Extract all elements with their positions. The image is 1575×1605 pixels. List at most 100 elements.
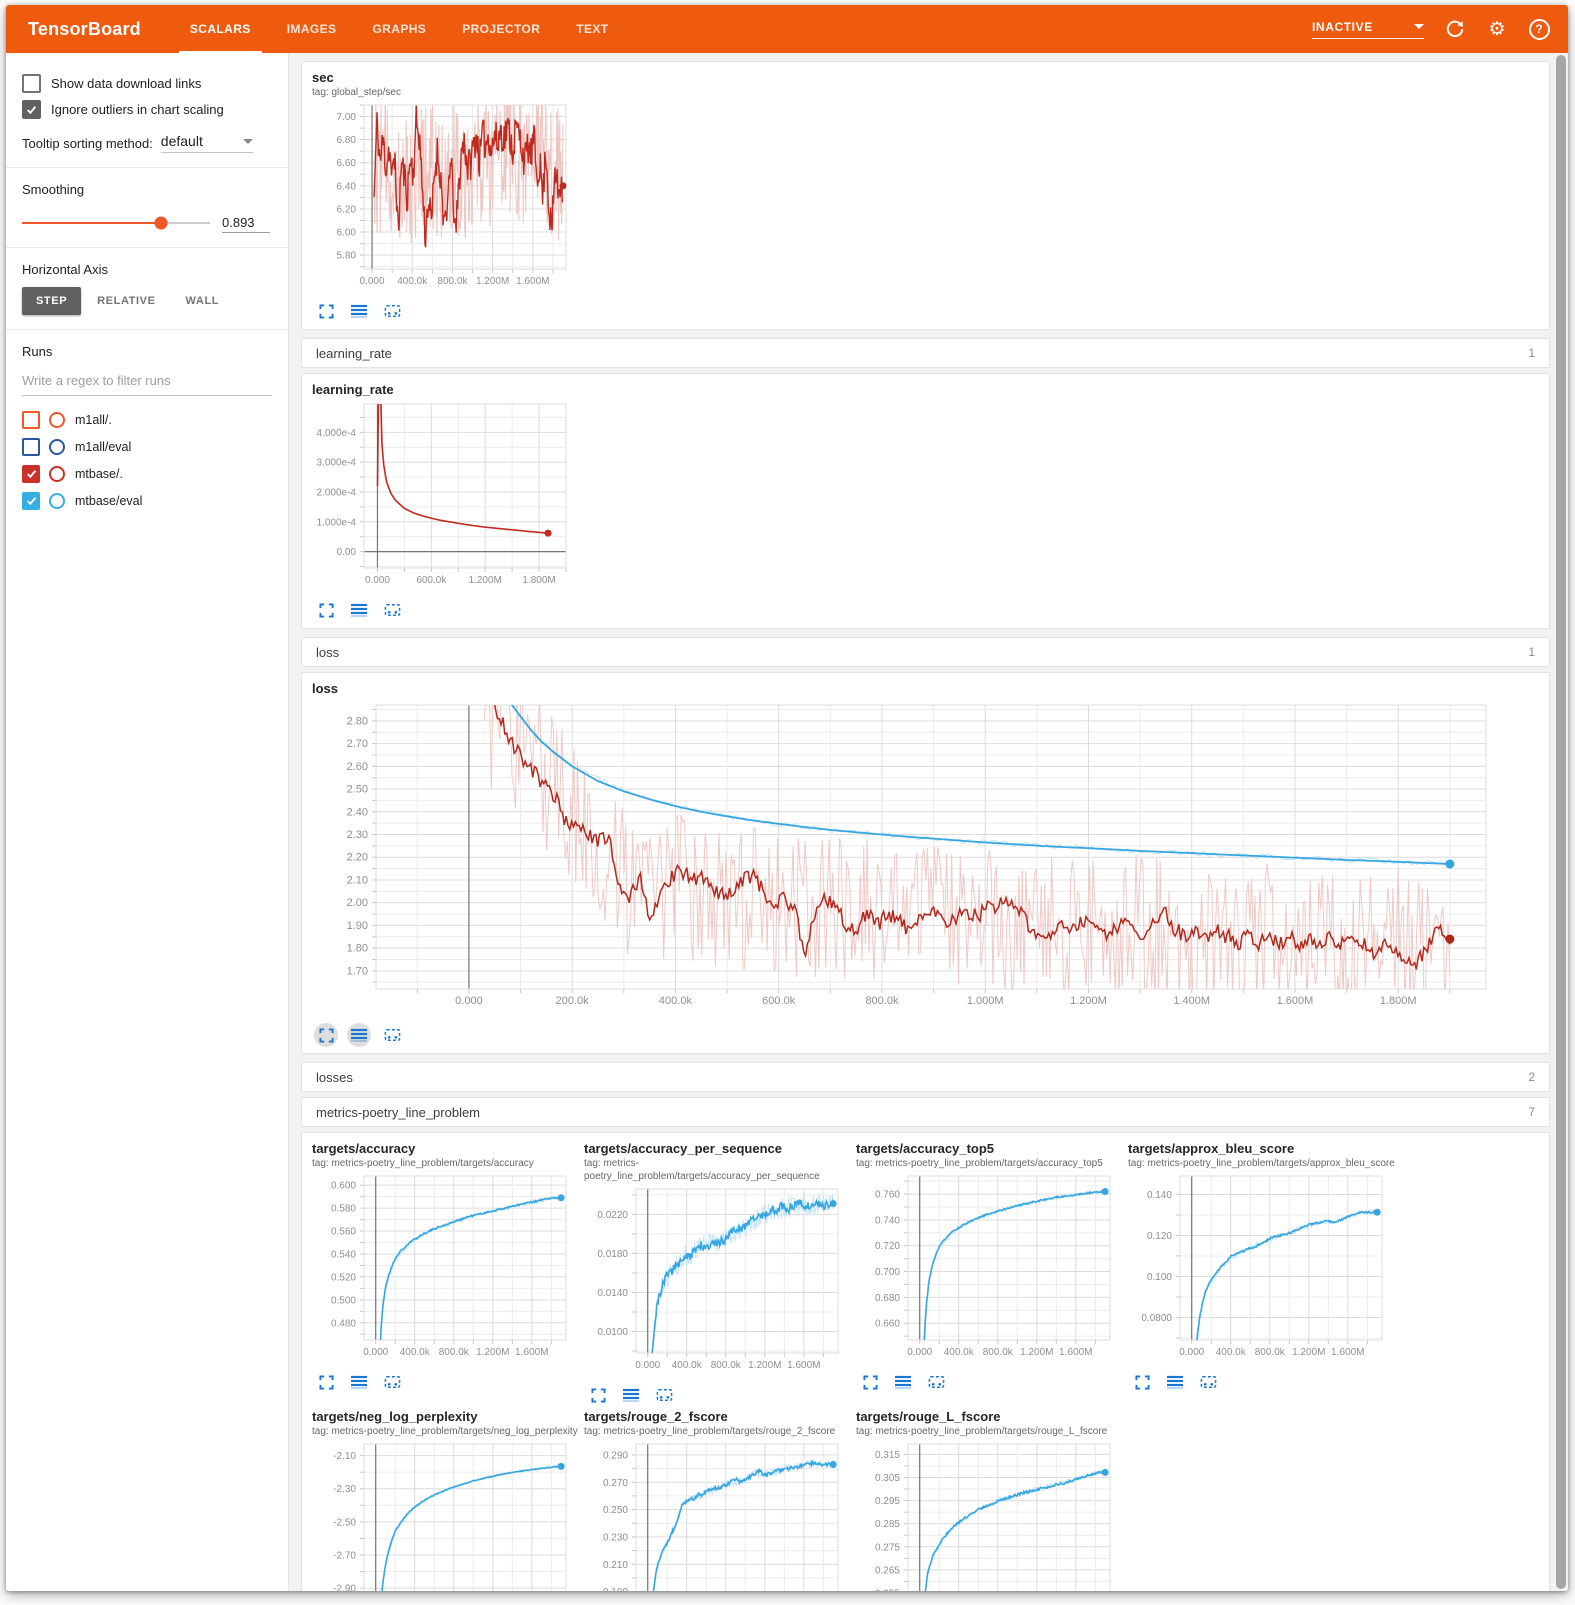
chart-canvas[interactable]: 0.1900.2100.2300.2500.2700.2900.000400.0… bbox=[584, 1438, 846, 1591]
series-endpoint-dot bbox=[1445, 934, 1455, 944]
svg-text:0.680: 0.680 bbox=[875, 1293, 900, 1304]
chart-tag: tag: metrics-poetry_line_problem/targets… bbox=[856, 1158, 1103, 1169]
main-tabs: SCALARS IMAGES GRAPHS PROJECTOR TEXT bbox=[178, 5, 612, 53]
chart-canvas[interactable]: 0.660 0.680 0.700 0.720 0.740 0.760 0.000 400.0… bbox=[856, 1170, 1118, 1362]
svg-text:0.230: 0.230 bbox=[603, 1532, 628, 1543]
series-endpoint-dot bbox=[829, 1200, 837, 1208]
chart-canvas[interactable]: 1.70 1.80 1.90 2.00 2.10 2.20 2.30 2.40 2.50 2.60… bbox=[312, 697, 1502, 1015]
runs-filter-input[interactable] bbox=[22, 369, 272, 396]
svg-text:1.000e-4: 1.000e-4 bbox=[317, 517, 357, 528]
slider-thumb[interactable] bbox=[154, 216, 168, 230]
svg-text:800.0k: 800.0k bbox=[1255, 1347, 1286, 1358]
fit-domain-icon[interactable] bbox=[1196, 1370, 1220, 1394]
svg-text:0.760: 0.760 bbox=[875, 1190, 900, 1201]
help-icon[interactable]: ? bbox=[1528, 18, 1550, 40]
svg-text:2.30: 2.30 bbox=[347, 829, 368, 841]
chart-canvas[interactable]: 0.2550.2650.2750.2850.2950.3050.3150.000… bbox=[856, 1438, 1118, 1591]
run-item-mtbase[interactable]: mtbase/. bbox=[22, 460, 272, 487]
checkbox-show-data-download-links[interactable]: Show data download links bbox=[22, 74, 272, 93]
section-card-loss: loss 1.70 1.80 1.90 2.00 2.10 2.20 2.30 2.40 2.50… bbox=[301, 672, 1550, 1054]
axis-button-wall[interactable]: WALL bbox=[172, 287, 234, 315]
tab-graphs[interactable]: GRAPHS bbox=[372, 22, 427, 36]
toggle-runs-icon[interactable] bbox=[347, 1370, 371, 1394]
tooltip-sorting-dropdown[interactable]: default bbox=[160, 133, 253, 153]
fit-domain-icon[interactable] bbox=[380, 598, 404, 622]
run-checkbox[interactable] bbox=[22, 464, 40, 483]
fit-domain-icon[interactable] bbox=[380, 1023, 404, 1047]
expand-icon[interactable] bbox=[586, 1383, 610, 1407]
chart-toolbar bbox=[314, 598, 574, 622]
scrollbar-thumb[interactable] bbox=[1556, 55, 1566, 1589]
fit-domain-icon[interactable] bbox=[652, 1383, 676, 1407]
svg-text:400.0k: 400.0k bbox=[672, 1360, 703, 1371]
svg-text:0.720: 0.720 bbox=[875, 1241, 900, 1252]
svg-text:0.500: 0.500 bbox=[331, 1295, 356, 1306]
horizontal-axis-label: Horizontal Axis bbox=[22, 262, 108, 277]
chart-grid: targets/accuracy tag: metrics-poetry_line… bbox=[312, 1141, 1539, 1591]
scrollbar-track[interactable] bbox=[1554, 53, 1568, 1591]
axis-button-relative[interactable]: RELATIVE bbox=[83, 287, 169, 315]
section-header-learning-rate[interactable]: learning_rate 1 bbox=[301, 338, 1550, 368]
toggle-runs-icon[interactable] bbox=[347, 1023, 371, 1047]
chart-canvas[interactable]: 5.80 6.00 6.20 6.40 6.60 6.80 7.00 0.000 400.0k 8… bbox=[312, 99, 574, 291]
svg-text:0.265: 0.265 bbox=[875, 1565, 900, 1576]
svg-text:1.600M: 1.600M bbox=[787, 1360, 820, 1371]
svg-text:800.0k: 800.0k bbox=[865, 995, 899, 1007]
toggle-runs-icon[interactable] bbox=[347, 598, 371, 622]
axis-button-step[interactable]: STEP bbox=[22, 287, 82, 315]
run-color-circle[interactable] bbox=[49, 465, 65, 482]
expand-icon[interactable] bbox=[314, 1370, 338, 1394]
refresh-icon[interactable] bbox=[1444, 18, 1466, 40]
tab-images[interactable]: IMAGES bbox=[286, 22, 337, 36]
chart-canvas[interactable]: -2.90-2.70-2.50-2.30-2.100.000400.0k800.… bbox=[312, 1438, 574, 1591]
svg-text:6.40: 6.40 bbox=[337, 181, 357, 192]
expand-icon[interactable] bbox=[314, 299, 338, 323]
toggle-runs-icon[interactable] bbox=[619, 1383, 643, 1407]
run-checkbox[interactable] bbox=[22, 437, 40, 456]
run-color-circle[interactable] bbox=[49, 492, 65, 509]
run-checkbox[interactable] bbox=[22, 491, 40, 510]
settings-gear-icon[interactable]: ⚙ bbox=[1488, 18, 1506, 40]
checkbox-box[interactable] bbox=[22, 100, 41, 119]
chart-toolbar bbox=[314, 299, 574, 323]
section-count: 1 bbox=[1528, 346, 1535, 360]
status-dropdown[interactable]: INACTIVE bbox=[1312, 20, 1424, 39]
tab-text[interactable]: TEXT bbox=[576, 22, 609, 36]
svg-text:1.200M: 1.200M bbox=[1292, 1347, 1325, 1358]
expand-icon[interactable] bbox=[858, 1370, 882, 1394]
fit-domain-icon[interactable] bbox=[380, 1370, 404, 1394]
toggle-runs-icon[interactable] bbox=[891, 1370, 915, 1394]
toggle-runs-icon[interactable] bbox=[1163, 1370, 1187, 1394]
run-checkbox[interactable] bbox=[22, 410, 40, 429]
svg-text:6.60: 6.60 bbox=[337, 158, 357, 169]
checkbox-ignore-outliers-in-chart-scaling[interactable]: Ignore outliers in chart scaling bbox=[22, 100, 272, 119]
chart-canvas[interactable]: 0.00 1.000e-4 2.000e-4 3.000e-4 4.000e-4 0.00… bbox=[312, 398, 574, 590]
expand-icon[interactable] bbox=[314, 1023, 338, 1047]
chart-targets-accuracy: targets/accuracy tag: metrics-poetry_line… bbox=[312, 1141, 584, 1409]
smoothing-value-input[interactable] bbox=[222, 213, 270, 233]
fit-domain-icon[interactable] bbox=[380, 299, 404, 323]
run-color-circle[interactable] bbox=[49, 411, 65, 428]
chart-targets-neg-log-perplexity: targets/neg_log_perplexity tag: metrics-p… bbox=[312, 1409, 584, 1591]
smoothing-slider[interactable] bbox=[22, 216, 210, 230]
tab-projector[interactable]: PROJECTOR bbox=[462, 22, 541, 36]
section-header-metrics-poetry-line-problem[interactable]: metrics-poetry_line_problem 7 bbox=[301, 1097, 1550, 1127]
run-item-m1all-eval[interactable]: m1all/eval bbox=[22, 433, 272, 460]
run-item-mtbase-eval[interactable]: mtbase/eval bbox=[22, 487, 272, 514]
expand-icon[interactable] bbox=[1130, 1370, 1154, 1394]
section-header-loss[interactable]: loss 1 bbox=[301, 637, 1550, 667]
section-header-losses[interactable]: losses 2 bbox=[301, 1062, 1550, 1092]
chart-canvas[interactable]: 0.0100 0.0140 0.0180 0.0220 0.000 400.0k 800.0… bbox=[584, 1183, 846, 1375]
expand-icon[interactable] bbox=[314, 598, 338, 622]
svg-text:0.270: 0.270 bbox=[603, 1478, 628, 1489]
chart-canvas[interactable]: 0.0800 0.100 0.120 0.140 0.000 400.0k 800.0k 1.… bbox=[1128, 1170, 1390, 1362]
checkbox-box[interactable] bbox=[22, 74, 41, 93]
run-item-m1all[interactable]: m1all/. bbox=[22, 406, 272, 433]
run-color-circle[interactable] bbox=[49, 438, 65, 455]
chart-canvas[interactable]: 0.480 0.500 0.520 0.540 0.560 0.580 0.600 0.000… bbox=[312, 1170, 574, 1362]
chart-learning-rate: learning_rate 0.00 1.000e-4 2.000e-4 3.000e-… bbox=[312, 382, 574, 624]
fit-domain-icon[interactable] bbox=[924, 1370, 948, 1394]
toggle-runs-icon[interactable] bbox=[347, 299, 371, 323]
tab-scalars[interactable]: SCALARS bbox=[178, 5, 262, 53]
svg-text:3.000e-4: 3.000e-4 bbox=[317, 458, 357, 469]
